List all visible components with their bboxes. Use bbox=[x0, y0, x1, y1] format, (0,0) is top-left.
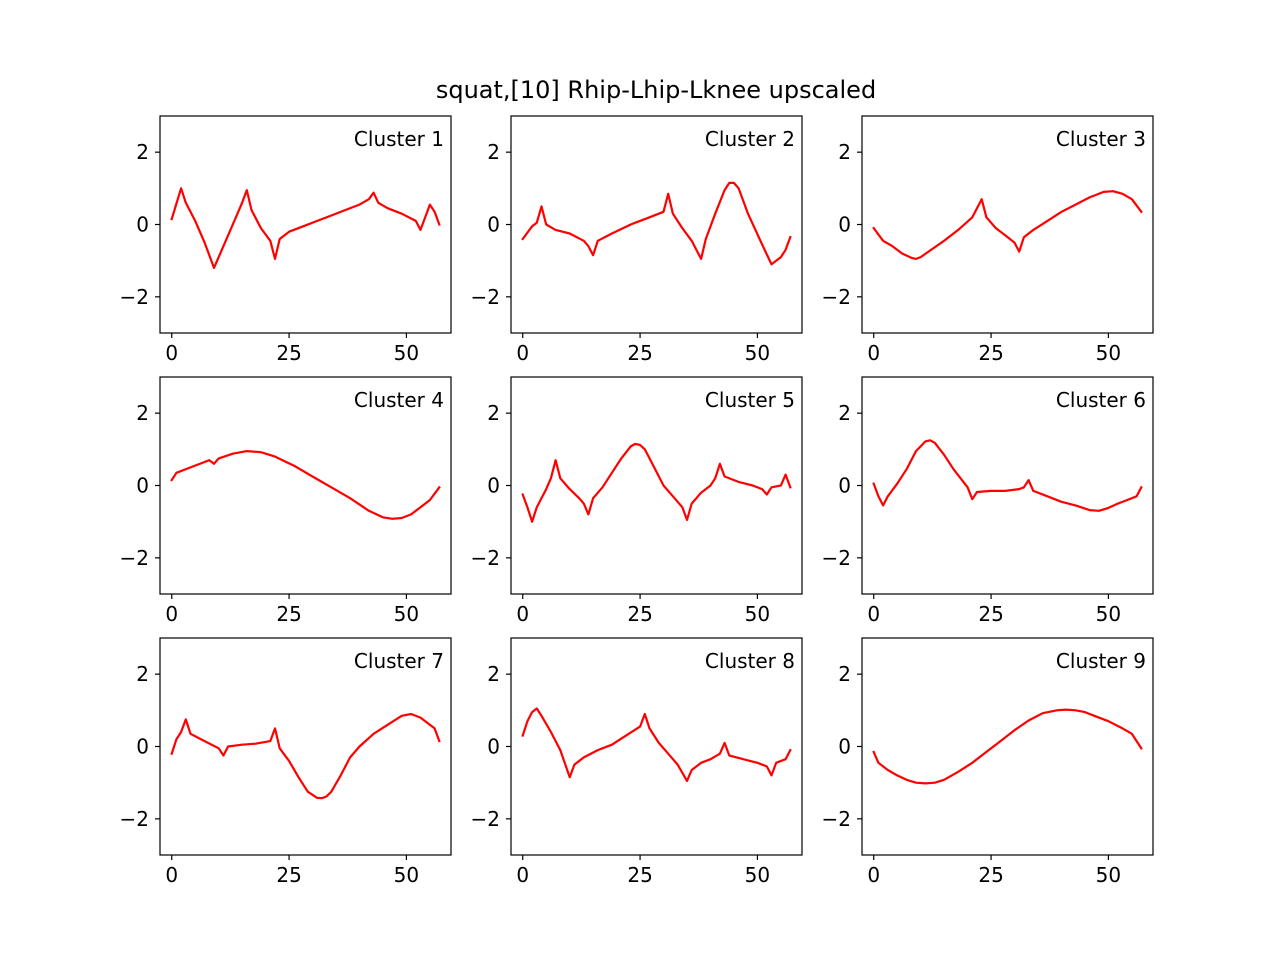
series-line-cluster-3 bbox=[872, 190, 1143, 260]
y-tick-label: 2 bbox=[136, 140, 149, 164]
subplot-cluster-2: 0 25 50 −2 0 2 Cluster 2 bbox=[471, 115, 803, 365]
cluster-label: Cluster 8 bbox=[705, 649, 795, 673]
x-tick-label: 50 bbox=[1096, 341, 1121, 365]
x-tick-label: 0 bbox=[165, 863, 178, 887]
subplot-cluster-8: 0 25 50 −2 0 2 Cluster 8 bbox=[471, 637, 803, 887]
series-line-cluster-1 bbox=[170, 187, 441, 269]
y-tick-label: 0 bbox=[136, 213, 149, 237]
y-tick-label: 2 bbox=[136, 401, 149, 425]
y-tick-label: −2 bbox=[471, 807, 500, 831]
x-tick-label: 0 bbox=[867, 341, 880, 365]
y-tick-label: 2 bbox=[487, 662, 500, 686]
y-tick-label: −2 bbox=[822, 807, 851, 831]
y-tick-label: −2 bbox=[120, 285, 149, 309]
subplot-cluster-9: 0 25 50 −2 0 2 Cluster 9 bbox=[822, 637, 1154, 887]
x-tick-label: 50 bbox=[745, 341, 770, 365]
cluster-label: Cluster 1 bbox=[354, 127, 444, 151]
x-tick-label: 50 bbox=[745, 863, 770, 887]
x-tick-label: 25 bbox=[276, 341, 301, 365]
y-tick-label: 0 bbox=[487, 213, 500, 237]
x-tick-label: 50 bbox=[394, 863, 419, 887]
x-tick-label: 50 bbox=[394, 341, 419, 365]
x-tick-label: 0 bbox=[516, 602, 529, 626]
x-tick-label: 0 bbox=[516, 863, 529, 887]
cluster-label: Cluster 3 bbox=[1056, 127, 1146, 151]
x-tick-label: 25 bbox=[276, 863, 301, 887]
subplot-cluster-3: 0 25 50 −2 0 2 Cluster 3 bbox=[822, 115, 1154, 365]
y-tick-label: 0 bbox=[838, 213, 851, 237]
x-tick-label: 25 bbox=[978, 602, 1003, 626]
x-tick-label: 25 bbox=[978, 863, 1003, 887]
y-tick-label: 2 bbox=[838, 140, 851, 164]
x-tick-label: 0 bbox=[516, 341, 529, 365]
subplot-cluster-4: 0 25 50 −2 0 2 Cluster 4 bbox=[120, 376, 452, 626]
cluster-label: Cluster 5 bbox=[705, 388, 795, 412]
series-line-cluster-8 bbox=[521, 707, 792, 783]
y-tick-label: 0 bbox=[136, 735, 149, 759]
y-tick-label: 0 bbox=[487, 735, 500, 759]
cluster-label: Cluster 6 bbox=[1056, 388, 1146, 412]
subplot-cluster-7: 0 25 50 −2 0 2 Cluster 7 bbox=[120, 637, 452, 887]
y-tick-label: 2 bbox=[136, 662, 149, 686]
x-tick-label: 50 bbox=[394, 602, 419, 626]
x-tick-label: 0 bbox=[165, 602, 178, 626]
series-line-cluster-7 bbox=[170, 712, 441, 800]
cluster-label: Cluster 4 bbox=[354, 388, 444, 412]
y-tick-label: 2 bbox=[487, 140, 500, 164]
x-tick-label: 25 bbox=[627, 341, 652, 365]
y-tick-label: −2 bbox=[471, 285, 500, 309]
y-tick-label: 2 bbox=[838, 401, 851, 425]
series-line-cluster-2 bbox=[521, 181, 792, 266]
cluster-label: Cluster 2 bbox=[705, 127, 795, 151]
y-tick-label: 2 bbox=[838, 662, 851, 686]
x-tick-label: 25 bbox=[276, 602, 301, 626]
x-tick-label: 0 bbox=[165, 341, 178, 365]
y-tick-label: −2 bbox=[120, 807, 149, 831]
cluster-label: Cluster 9 bbox=[1056, 649, 1146, 673]
y-tick-label: −2 bbox=[822, 546, 851, 570]
y-tick-label: 0 bbox=[136, 474, 149, 498]
x-tick-label: 50 bbox=[1096, 863, 1121, 887]
subplot-grid: 0 25 50 −2 0 2 Cluster 1 0 25 50 −2 0 2 Cluster 2 0 25 5… bbox=[120, 115, 1154, 887]
x-tick-label: 25 bbox=[978, 341, 1003, 365]
x-tick-label: 0 bbox=[867, 863, 880, 887]
y-tick-label: −2 bbox=[471, 546, 500, 570]
series-line-cluster-4 bbox=[170, 450, 441, 520]
x-tick-label: 50 bbox=[1096, 602, 1121, 626]
y-tick-label: 0 bbox=[487, 474, 500, 498]
series-line-cluster-9 bbox=[872, 708, 1143, 785]
series-line-cluster-5 bbox=[521, 442, 792, 523]
cluster-label: Cluster 7 bbox=[354, 649, 444, 673]
y-tick-label: −2 bbox=[120, 546, 149, 570]
y-tick-label: −2 bbox=[822, 285, 851, 309]
subplot-cluster-1: 0 25 50 −2 0 2 Cluster 1 bbox=[120, 115, 452, 365]
subplot-cluster-5: 0 25 50 −2 0 2 Cluster 5 bbox=[471, 376, 803, 626]
x-tick-label: 0 bbox=[867, 602, 880, 626]
x-tick-label: 25 bbox=[627, 602, 652, 626]
figure-title: squat,[10] Rhip-Lhip-Lknee upscaled bbox=[436, 76, 876, 104]
y-tick-label: 0 bbox=[838, 735, 851, 759]
series-line-cluster-6 bbox=[872, 439, 1143, 512]
x-tick-label: 25 bbox=[627, 863, 652, 887]
subplot-cluster-6: 0 25 50 −2 0 2 Cluster 6 bbox=[822, 376, 1154, 626]
y-tick-label: 0 bbox=[838, 474, 851, 498]
y-tick-label: 2 bbox=[487, 401, 500, 425]
x-tick-label: 50 bbox=[745, 602, 770, 626]
